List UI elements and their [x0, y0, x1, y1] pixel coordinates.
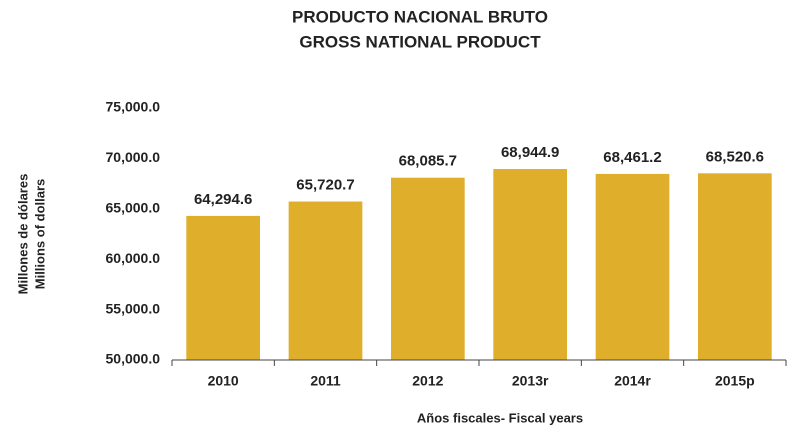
y-tick-label: 60,000.0 [106, 250, 161, 266]
data-label: 68,085.7 [399, 153, 457, 170]
y-tick-label: 55,000.0 [106, 300, 161, 316]
x-tick-label: 2014r [614, 373, 651, 389]
x-tick-label: 2010 [208, 373, 239, 389]
x-tick-label: 2015p [715, 373, 755, 389]
x-tick-label: 2013r [512, 373, 549, 389]
y-tick-label: 50,000.0 [106, 351, 161, 367]
y-tick-label: 65,000.0 [106, 200, 161, 216]
bar [697, 173, 772, 360]
y-tick-label: 75,000.0 [106, 99, 161, 115]
bar [595, 173, 670, 360]
data-label: 64,294.6 [194, 191, 252, 208]
data-label: 68,461.2 [603, 149, 661, 166]
y-tick-label: 70,000.0 [106, 149, 161, 165]
x-tick-label: 2012 [412, 373, 443, 389]
bar [288, 201, 363, 360]
y-axis-title: Millions of dollars [32, 179, 47, 290]
bar [186, 215, 261, 360]
data-label: 65,720.7 [296, 177, 354, 194]
bar [493, 169, 568, 360]
bar [390, 177, 465, 360]
chart-title: PRODUCTO NACIONAL BRUTO [292, 7, 548, 26]
chart-title: GROSS NATIONAL PRODUCT [299, 32, 541, 51]
data-label: 68,520.6 [706, 148, 764, 165]
data-label: 68,944.9 [501, 144, 559, 161]
x-tick-label: 2011 [310, 373, 341, 389]
y-axis-title: Millones de dólares [15, 174, 30, 295]
x-axis-title: Años fiscales- Fiscal years [417, 410, 583, 425]
